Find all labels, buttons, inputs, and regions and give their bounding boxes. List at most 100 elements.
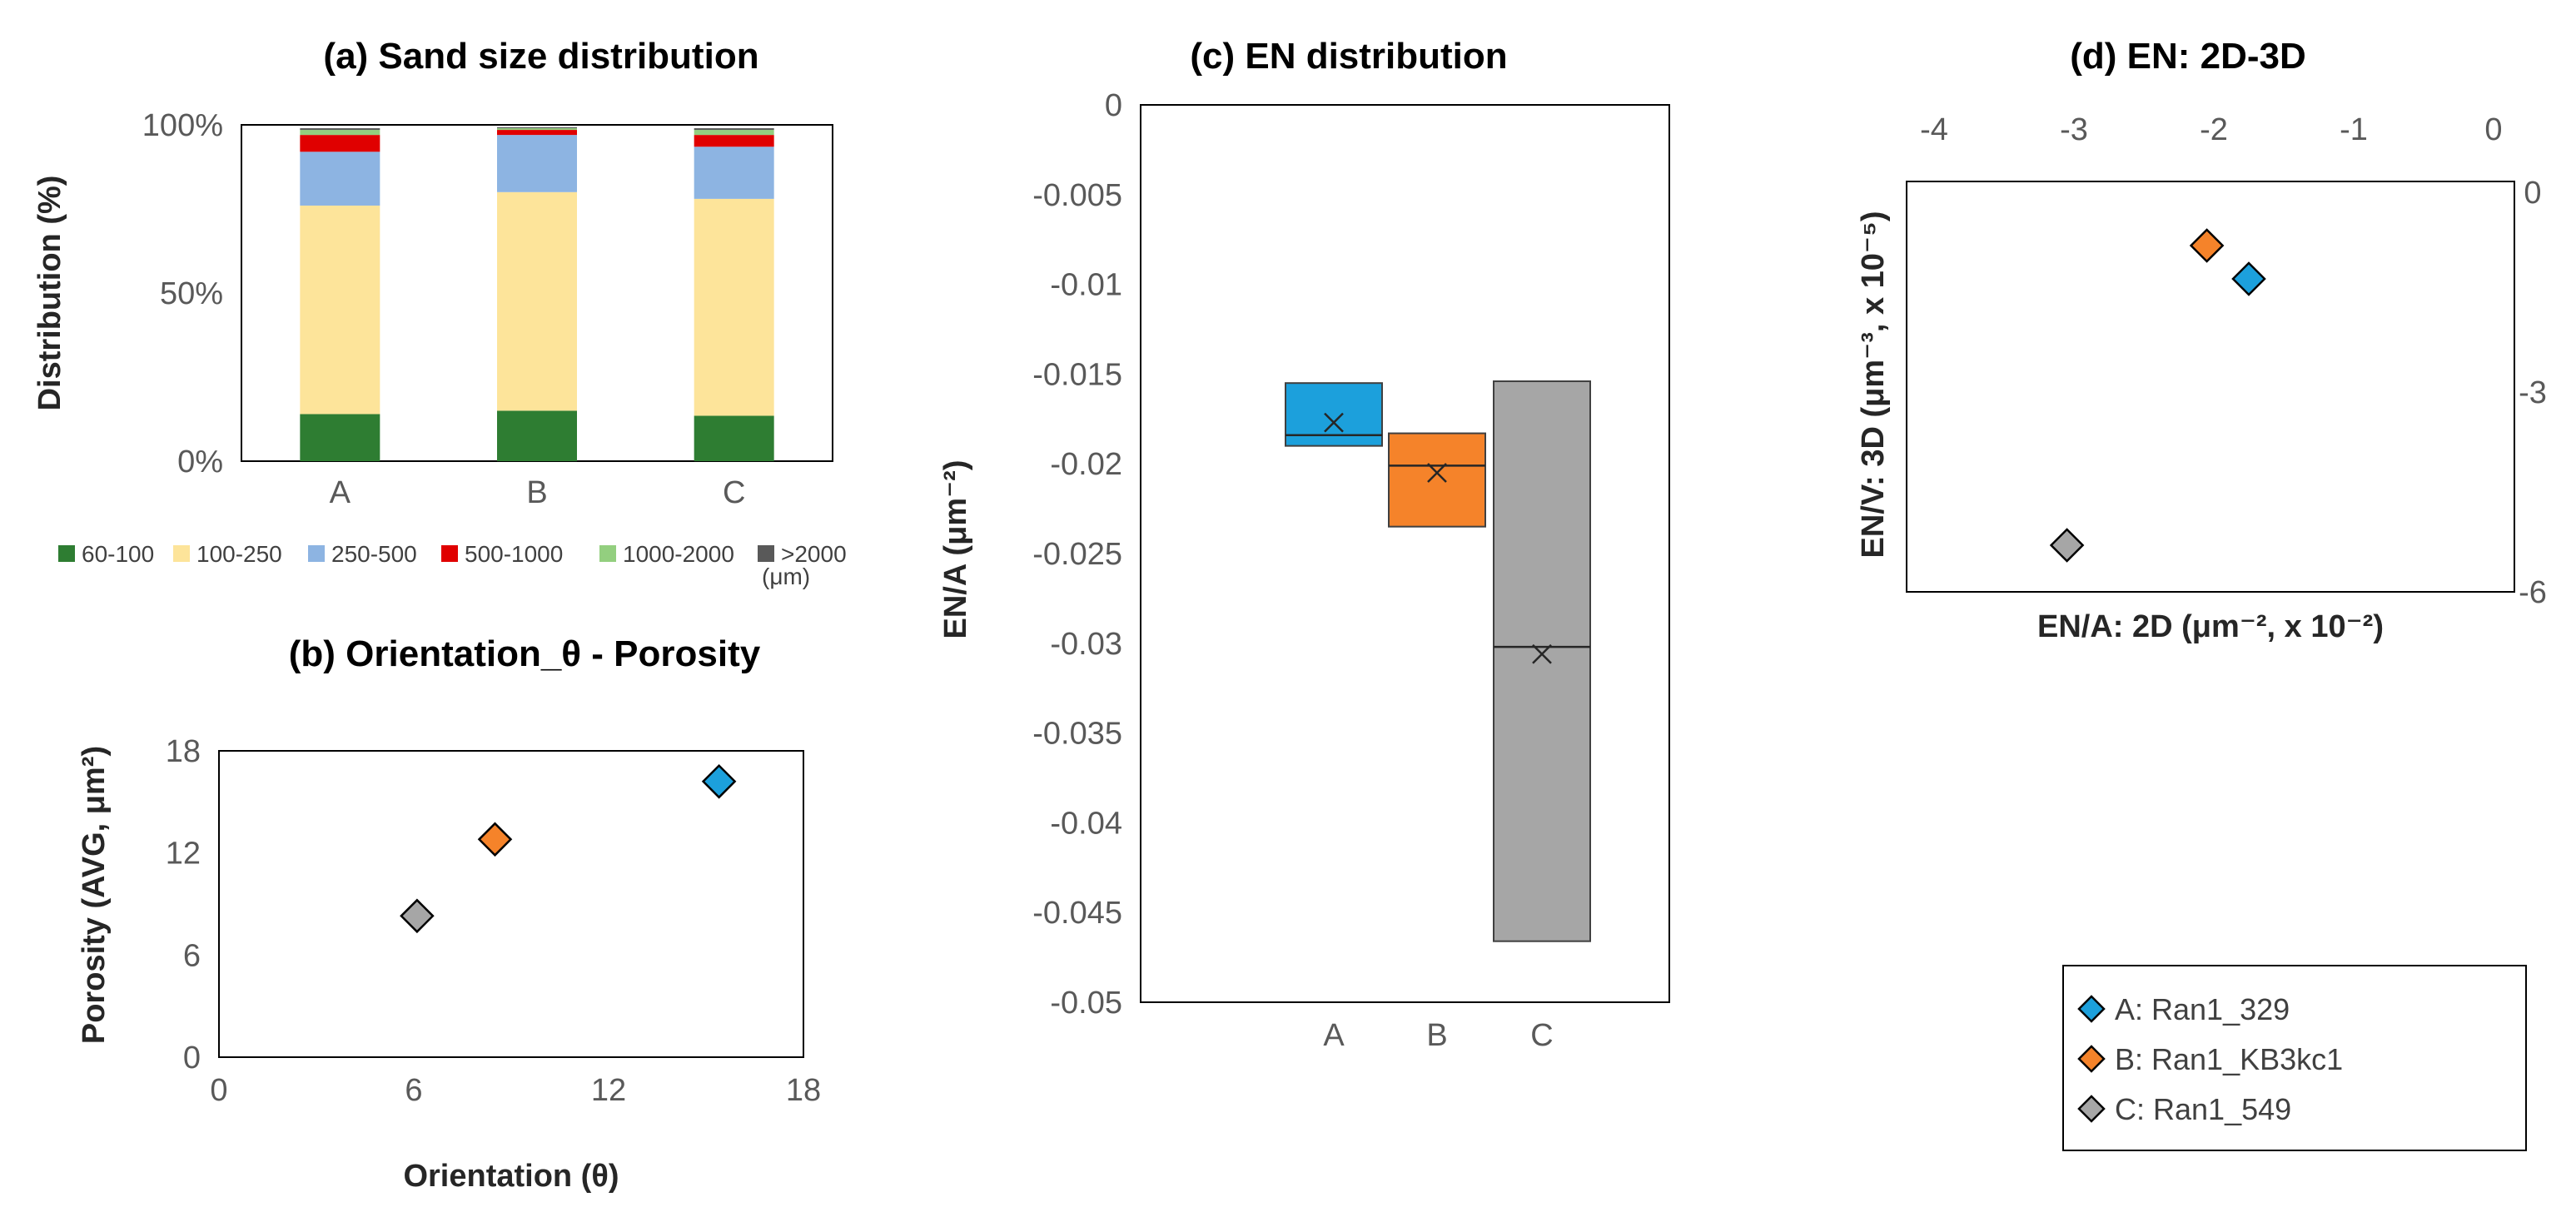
panel-d-title: (d) EN: 2D-3D <box>2070 36 2306 77</box>
panel-a-legend-swatch <box>599 545 616 562</box>
panel-a-bar-segment <box>694 147 774 199</box>
series-legend-label-B: B: Ran1_KB3kc1 <box>2115 1042 2343 1076</box>
panel-d-y-tick-label: 0 <box>2524 176 2541 211</box>
panel-a-bar-segment <box>300 414 380 461</box>
panel-a-y-axis-label: Distribution (%) <box>32 176 67 411</box>
panel-b-points <box>400 764 737 934</box>
series-legend-marker-B <box>2077 1045 2106 1073</box>
panel-a-legend-label: 100-250 <box>196 541 282 567</box>
panel-a-y-tick-label: 100% <box>142 108 223 143</box>
panel-b-x-tick-label: 12 <box>591 1073 626 1108</box>
panel-c-y-tick-label: -0.05 <box>1050 986 1122 1021</box>
panel-b-x-tick-label: 18 <box>786 1073 821 1108</box>
panel-a-x-ticks: A B C <box>330 475 746 510</box>
panel-a-y-ticks: 0% 50% 100% <box>142 108 223 479</box>
panel-c-mean-marker-C <box>1532 643 1552 664</box>
panel-a-bars <box>300 127 774 461</box>
panel-c-y-tick-label: -0.015 <box>1032 357 1122 392</box>
panel-b-orientation-porosity: (b) Orientation_θ - Porosity 0 6 12 18 0 6 12… <box>77 633 821 1194</box>
panel-b-x-tick-label: 6 <box>405 1073 422 1108</box>
panel-c-y-tick-label: 0 <box>1105 88 1122 123</box>
panel-a-bar-segment <box>300 135 380 152</box>
panel-d-x-axis-label: EN/A: 2D (μm⁻², x 10⁻²) <box>2037 609 2384 644</box>
panel-a-bar-segment <box>497 191 577 411</box>
panel-c-plot-frame <box>1140 104 1670 1003</box>
panel-a-bar-segment <box>497 130 577 136</box>
panel-c-y-tick-label: -0.035 <box>1032 717 1122 752</box>
panel-a-bar-segment <box>497 135 577 192</box>
panel-c-box-A <box>1285 382 1383 447</box>
panel-a-bar-segment <box>497 127 577 129</box>
panel-a-legend: 60-100 100-250 250-500 500-1000 1000-2000 >20… <box>58 541 847 567</box>
panel-a-bar-segment <box>694 128 774 131</box>
panel-a-bar-segment <box>694 198 774 416</box>
panel-c-y-tick-label: -0.045 <box>1032 896 1122 931</box>
panel-b-x-axis-label: Orientation (θ) <box>403 1159 619 1194</box>
panel-b-point-B <box>477 822 513 857</box>
panel-d-x-ticks: -4 -3 -2 -1 0 <box>1920 112 2502 147</box>
panel-c-boxes <box>1285 380 1591 942</box>
panel-b-y-tick-label: 6 <box>183 938 201 973</box>
panel-a-legend-swatch <box>173 545 190 562</box>
panel-b-y-tick-label: 18 <box>166 734 201 769</box>
panel-a-sand-size-distribution: (a) Sand size distribution 0% 50% 100% A B C… <box>32 36 847 589</box>
panel-a-legend-swatch <box>58 545 75 562</box>
panel-b-point-C <box>400 898 435 934</box>
panel-c-mean-marker-A <box>1324 412 1344 433</box>
panel-d-point-A <box>2231 261 2266 296</box>
series-legend: A: Ran1_329 B: Ran1_KB3kc1 C: Ran1_549 <box>2062 965 2527 1151</box>
panel-a-x-tick-label: C <box>723 475 745 510</box>
panel-b-x-tick-label: 0 <box>210 1073 227 1108</box>
panel-a-legend-label: 60-100 <box>82 541 154 567</box>
panel-a-bar-segment <box>300 205 380 415</box>
panel-a-legend-swatch <box>441 545 458 562</box>
panel-b-y-tick-label: 12 <box>166 837 201 872</box>
panel-c-y-tick-label: -0.025 <box>1032 537 1122 572</box>
panel-d-y-axis-label: EN/V: 3D (μm⁻³, x 10⁻⁵) <box>1856 211 1891 559</box>
panel-c-x-tick-label: C <box>1530 1018 1553 1053</box>
panel-a-bar-segment <box>300 152 380 206</box>
panel-a-bar-segment <box>694 415 774 461</box>
panel-d-x-tick-label: -4 <box>1920 112 1948 147</box>
panel-c-mean-marker-B <box>1427 463 1447 483</box>
series-legend-items: A: Ran1_329 B: Ran1_KB3kc1 C: Ran1_549 <box>2077 992 2343 1126</box>
panel-c-y-tick-label: -0.01 <box>1050 268 1122 303</box>
panel-b-title: (b) Orientation_θ - Porosity <box>289 633 761 674</box>
panel-a-legend-label: 1000-2000 <box>623 541 734 567</box>
panel-d-y-ticks: 0 -3 -6 <box>2519 176 2547 610</box>
panel-d-plot-frame <box>1906 181 2515 593</box>
panel-b-y-ticks: 0 6 12 18 <box>166 734 201 1075</box>
series-legend-marker-C <box>2077 1095 2106 1123</box>
panel-a-legend-label: 500-1000 <box>465 541 563 567</box>
panel-a-bar-segment <box>300 128 380 131</box>
panel-a-legend-unit: (μm) <box>762 564 810 589</box>
panel-c-y-ticks: 0 -0.005 -0.01 -0.015 -0.02 -0.025 -0.03 -0.035… <box>1032 88 1122 1021</box>
panel-b-plot-frame <box>218 750 804 1058</box>
panel-c-box-B <box>1388 432 1486 528</box>
panel-a-x-tick-label: A <box>330 475 351 510</box>
panel-c-title: (c) EN distribution <box>1190 36 1507 77</box>
panel-c-y-tick-label: -0.04 <box>1050 806 1122 841</box>
panel-c-x-ticks: A B C <box>1323 1018 1553 1053</box>
panel-d-x-tick-label: -2 <box>2200 112 2228 147</box>
panel-c-en-distribution: (c) EN distribution 0 -0.005 -0.01 -0.015 -0… <box>938 36 1670 1053</box>
panel-d-y-tick-label: -6 <box>2519 575 2547 610</box>
panel-a-y-tick-label: 50% <box>160 276 223 311</box>
panel-d-point-B <box>2189 228 2225 263</box>
panel-c-box-C <box>1493 380 1591 942</box>
panel-c-y-tick-label: -0.02 <box>1050 447 1122 482</box>
series-legend-marker-A <box>2077 995 2106 1023</box>
panel-b-y-axis-label: Porosity (AVG, μm²) <box>77 746 112 1044</box>
panel-d-x-tick-label: -1 <box>2340 112 2368 147</box>
panel-d-point-C <box>2049 528 2085 563</box>
panel-c-y-tick-label: -0.005 <box>1032 178 1122 213</box>
panel-a-bar-segment <box>694 135 774 147</box>
panel-a-bar-segment <box>300 130 380 136</box>
series-legend-label-A: A: Ran1_329 <box>2115 992 2290 1026</box>
panel-a-legend-swatch <box>758 545 774 562</box>
panel-a-legend-label: >2000 <box>781 541 847 567</box>
panel-a-bar-segment <box>497 410 577 461</box>
panel-d-en-2d-3d: (d) EN: 2D-3D -4 -3 -2 -1 0 0 -3 -6 EN/A: 2D (… <box>1856 36 2547 644</box>
panel-c-x-tick-label: B <box>1426 1018 1447 1053</box>
